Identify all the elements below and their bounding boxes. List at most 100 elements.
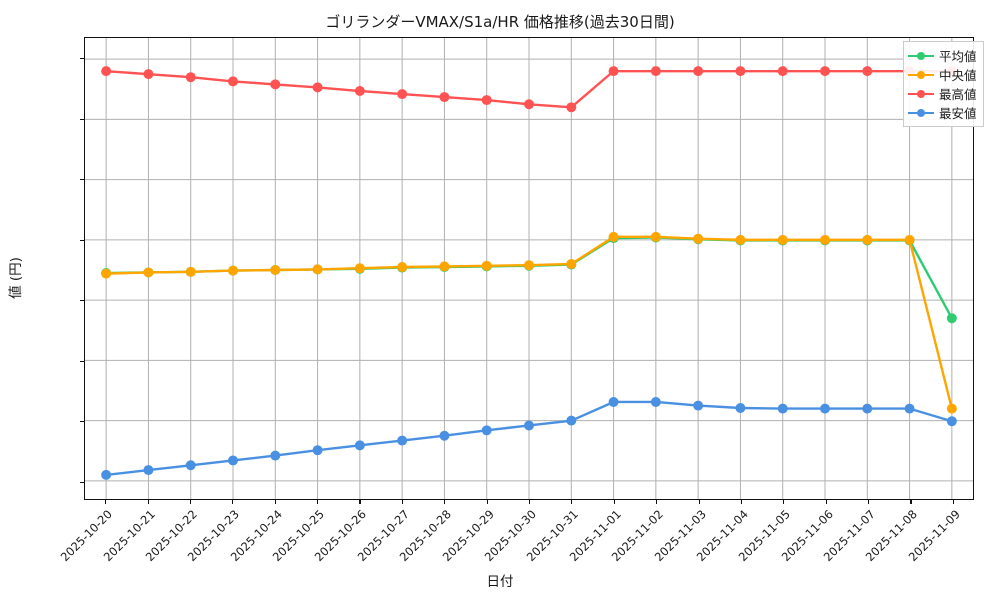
series-marker bbox=[904, 403, 915, 414]
series-marker bbox=[397, 262, 408, 272]
series-marker bbox=[650, 66, 661, 77]
legend-swatch-icon bbox=[908, 69, 934, 81]
legend-swatch-icon bbox=[908, 50, 934, 62]
series-marker bbox=[439, 92, 450, 103]
data-series-layer bbox=[101, 66, 957, 480]
x-axis-tick-mark bbox=[232, 500, 234, 504]
x-axis-tick-mark bbox=[952, 500, 954, 504]
series-marker bbox=[270, 265, 281, 275]
series-marker bbox=[946, 313, 957, 324]
series-marker bbox=[777, 403, 788, 414]
series-marker bbox=[820, 66, 830, 77]
x-axis-tick-mark bbox=[105, 500, 107, 504]
legend-label: 中央値 bbox=[939, 68, 977, 83]
series-marker bbox=[312, 82, 323, 93]
x-axis-tick-mark bbox=[147, 500, 149, 504]
series-marker bbox=[946, 416, 957, 427]
series-marker bbox=[904, 234, 915, 245]
series-marker bbox=[101, 66, 112, 77]
series-marker bbox=[820, 403, 830, 414]
series-marker bbox=[312, 445, 323, 456]
chart-title: ゴリランダーVMAX/S1a/HR 価格推移(過去30日間) bbox=[325, 13, 675, 31]
series-marker bbox=[439, 430, 450, 441]
series-marker bbox=[566, 102, 577, 113]
series-marker bbox=[312, 264, 323, 275]
legend-item[interactable]: 平均値 bbox=[908, 46, 977, 65]
series-marker bbox=[650, 231, 661, 242]
series-marker bbox=[946, 403, 957, 414]
legend-item[interactable]: 最安値 bbox=[908, 103, 977, 122]
series-marker bbox=[524, 99, 534, 110]
series-marker bbox=[185, 460, 196, 471]
series-marker bbox=[693, 233, 704, 244]
legend-marker-icon bbox=[917, 89, 925, 98]
legend-swatch-icon bbox=[908, 107, 934, 119]
series-marker bbox=[862, 66, 873, 77]
legend-marker-icon bbox=[917, 108, 925, 117]
x-axis-tick-mark bbox=[783, 500, 785, 504]
x-axis-tick-mark bbox=[274, 500, 276, 504]
series-marker bbox=[228, 76, 238, 87]
series-marker bbox=[862, 403, 873, 414]
series-marker bbox=[354, 263, 365, 274]
series-marker bbox=[185, 72, 196, 83]
series-marker bbox=[228, 455, 238, 466]
series-marker bbox=[354, 440, 365, 451]
series-marker bbox=[566, 259, 577, 269]
legend-label: 最高値 bbox=[939, 87, 977, 102]
legend-item[interactable]: 最高値 bbox=[908, 84, 977, 103]
x-axis-tick-mark bbox=[189, 500, 192, 504]
series-marker bbox=[862, 234, 873, 245]
series-marker bbox=[608, 66, 619, 77]
x-axis-tick-mark bbox=[740, 500, 742, 504]
series-marker bbox=[650, 397, 661, 407]
series-line bbox=[104, 236, 954, 320]
series-marker bbox=[481, 260, 492, 271]
legend-swatch-icon bbox=[908, 88, 934, 100]
legend-item[interactable]: 中央値 bbox=[908, 65, 977, 84]
series-marker bbox=[693, 400, 704, 411]
series-marker bbox=[228, 265, 238, 276]
x-axis-tick-mark bbox=[698, 500, 700, 504]
x-axis-tick-mark bbox=[868, 500, 870, 504]
series-marker bbox=[270, 79, 281, 90]
series-marker bbox=[820, 234, 830, 245]
x-axis-tick-mark bbox=[613, 500, 615, 504]
series-marker bbox=[143, 465, 154, 476]
x-axis-tick-mark bbox=[825, 500, 827, 504]
series-marker bbox=[101, 268, 112, 279]
series-marker bbox=[693, 66, 704, 77]
x-axis-tick-mark bbox=[571, 500, 573, 504]
legend-marker-icon bbox=[917, 70, 925, 79]
x-axis-tick-mark bbox=[444, 500, 446, 504]
x-axis-label: 日付 bbox=[486, 574, 514, 590]
series-marker bbox=[608, 231, 619, 242]
legend-marker-icon bbox=[917, 51, 925, 60]
legend-label: 最安値 bbox=[939, 106, 977, 121]
series-marker bbox=[481, 425, 492, 436]
series-marker bbox=[481, 95, 492, 106]
series-marker bbox=[143, 69, 154, 80]
series-marker bbox=[777, 66, 788, 77]
series-marker bbox=[397, 435, 408, 446]
series-marker bbox=[270, 450, 281, 461]
series-marker bbox=[735, 403, 746, 413]
plot-area bbox=[84, 37, 974, 500]
series-marker bbox=[439, 261, 450, 272]
series-marker bbox=[777, 234, 788, 245]
x-axis-tick-mark bbox=[486, 500, 488, 504]
series-marker bbox=[566, 415, 577, 426]
series-marker bbox=[143, 267, 154, 278]
series-marker bbox=[397, 89, 408, 100]
x-axis-tick-mark bbox=[910, 500, 912, 504]
series-marker bbox=[185, 266, 196, 277]
series-marker bbox=[354, 86, 365, 97]
series-marker bbox=[524, 420, 534, 431]
x-axis-tick-mark bbox=[401, 500, 403, 504]
x-axis-tick-mark bbox=[656, 500, 658, 504]
series-marker bbox=[735, 66, 746, 77]
x-axis-tick-mark bbox=[317, 500, 319, 504]
y-axis-label: 値 (円) bbox=[7, 257, 24, 299]
series-marker bbox=[735, 234, 746, 245]
